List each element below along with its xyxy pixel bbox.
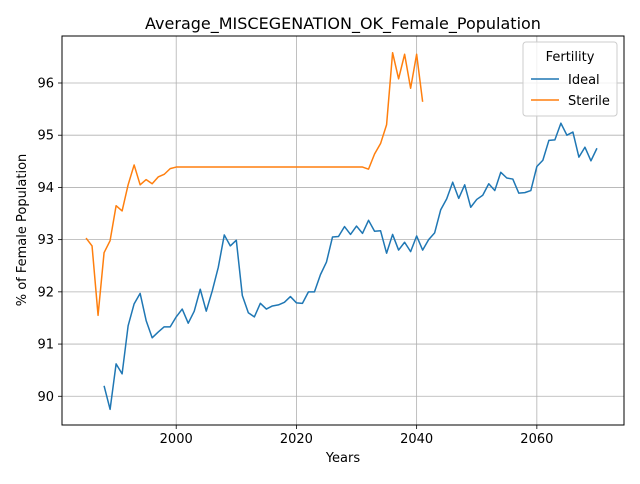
y-tick-label: 95 [37, 129, 54, 144]
x-tick-label: 2040 [400, 432, 433, 447]
chart-title: Average_MISCEGENATION_OK_Female_Populati… [145, 14, 541, 34]
series-line-ideal [103, 122, 598, 411]
x-tick-label: 2060 [520, 432, 553, 447]
legend-entries: Ideal Sterile [531, 73, 610, 109]
legend-label-ideal: Ideal [568, 73, 600, 88]
legend: Fertility Ideal Sterile [522, 41, 618, 117]
y-tick-label: 90 [37, 390, 54, 405]
legend-label-sterile: Sterile [568, 94, 610, 109]
legend-title: Fertility [546, 50, 595, 65]
y-tick-label: 91 [37, 338, 54, 353]
y-tick-label: 92 [37, 285, 54, 300]
x-tick-label: 2000 [160, 432, 193, 447]
x-tick-label: 2020 [280, 432, 313, 447]
x-axis-label: Years [325, 451, 361, 466]
y-tick-label: 96 [37, 76, 54, 91]
y-tick-label: 93 [37, 233, 54, 248]
plot-frame [61, 35, 625, 426]
tick-layer: 2000 2020 2040 2060 90 91 92 93 94 95 96 [37, 76, 553, 447]
grid-layer [62, 36, 624, 425]
y-axis-label: % of Female Population [15, 154, 30, 307]
y-tick-label: 94 [37, 181, 54, 196]
legend-box [522, 41, 618, 117]
series-line-sterile [85, 51, 424, 317]
series-layer [85, 51, 598, 411]
